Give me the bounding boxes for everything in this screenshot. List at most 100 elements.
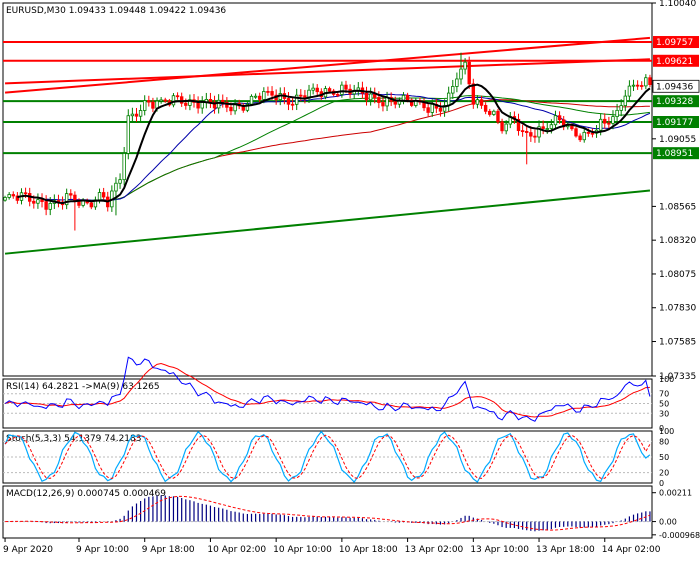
- candle-body: [488, 110, 492, 115]
- candle-body: [598, 118, 603, 131]
- x-tick-label: 13 Apr 10:00: [470, 545, 529, 555]
- x-tick-label: 10 Apr 18:00: [339, 545, 398, 555]
- candle-body: [311, 87, 315, 91]
- macd-tick-label: -0.000968: [659, 531, 700, 540]
- macd-plot-area: [2, 485, 653, 539]
- candle-body: [533, 135, 537, 138]
- trend-line: [4, 36, 651, 94]
- candle-body: [69, 193, 73, 196]
- level-label-box: [653, 36, 699, 49]
- candle-body: [615, 109, 619, 117]
- trend-line: [4, 189, 651, 255]
- candle-body: [143, 100, 147, 111]
- candle-body: [520, 130, 525, 133]
- candle-body: [64, 193, 69, 206]
- level-label-box: [653, 116, 699, 129]
- y-tick-label-main: 1.07585: [659, 338, 696, 348]
- candle-body: [138, 110, 143, 117]
- candle-body: [126, 115, 130, 154]
- candle-body: [40, 199, 44, 203]
- candle-body: [188, 99, 192, 106]
- candle-body: [619, 105, 623, 111]
- candle-body: [516, 118, 521, 132]
- candle-body: [467, 61, 471, 85]
- candle-body: [44, 201, 48, 210]
- candle-body: [635, 84, 640, 87]
- candle-body: [590, 132, 595, 135]
- level-label: 1.09328: [656, 97, 693, 107]
- candle-body: [607, 122, 611, 125]
- candle-body: [393, 100, 397, 105]
- candle-body: [397, 100, 402, 105]
- rsi-panel: RSI(14) 64.2821 ->MA(9) 63.1265 100 705030…: [2, 356, 674, 433]
- candle-body: [623, 95, 628, 106]
- y-tick-label-main: 1.07335: [659, 372, 696, 382]
- level-label-box: [653, 95, 699, 108]
- rsi-tick-label: 100: [659, 375, 674, 384]
- candle-body: [266, 91, 270, 93]
- rsi-tick-label: 0: [659, 424, 664, 433]
- candle-body: [118, 179, 122, 184]
- candle-body: [200, 102, 204, 109]
- candle-body: [438, 107, 443, 112]
- candle-body: [97, 192, 102, 201]
- candle-body: [545, 128, 549, 130]
- candle-body: [644, 77, 648, 87]
- x-tick-label: 14 Apr 02:00: [602, 545, 661, 555]
- candle-body: [405, 94, 410, 101]
- candle-body: [631, 84, 636, 87]
- main-panel: 1.10040 1.09055 1.08565 1.08320 1.08075 1.078…: [2, 0, 700, 382]
- candle-body: [496, 110, 500, 123]
- candle-body: [446, 92, 451, 106]
- stoch-tick-label: 50: [659, 453, 669, 462]
- rsi-tick-label: 30: [659, 409, 669, 418]
- candle-body: [315, 87, 319, 93]
- y-tick-label-main: 1.09055: [659, 135, 696, 145]
- ma-slow-line: [87, 95, 650, 201]
- candle-body: [270, 91, 274, 96]
- candle-body: [122, 153, 126, 181]
- candle-body: [483, 104, 488, 112]
- macd-panel: MACD(12,26,9) 0.000745 0.000469 0.00211 0.…: [2, 485, 700, 540]
- macd-tick-label: 0.00: [659, 518, 677, 527]
- candle-body: [648, 77, 652, 85]
- candle-body: [184, 102, 188, 106]
- candle-body: [7, 194, 11, 198]
- level-label: 1.09757: [656, 38, 693, 48]
- candle-body: [216, 99, 221, 109]
- candle-body: [249, 95, 254, 105]
- stoch-main-line: [4, 430, 651, 483]
- candle-body: [89, 202, 94, 208]
- level-label-box: [653, 147, 699, 160]
- candle-body: [426, 107, 430, 113]
- x-tick-label: 9 Apr 18:00: [142, 545, 195, 555]
- candle-body: [557, 115, 562, 121]
- candle-body: [578, 135, 582, 141]
- stoch-title: Stoch(5,3,3) 54.1379 74.2183: [6, 434, 141, 444]
- level-label: 1.08951: [656, 149, 693, 159]
- y-tick-label-main: 1.08320: [659, 236, 696, 246]
- candle-body: [566, 125, 570, 128]
- candle-body: [492, 110, 496, 115]
- level-label: 1.09177: [656, 118, 693, 128]
- current-price-box: [652, 79, 700, 93]
- candle-body: [134, 113, 139, 117]
- candle-body: [163, 99, 167, 102]
- candle-body: [459, 68, 463, 80]
- candle-body: [212, 101, 217, 109]
- macd-signal-line: [5, 495, 651, 531]
- time-axis: 9 Apr 2020 9 Apr 10:00 9 Apr 18:00 10 Apr 0…: [3, 538, 661, 555]
- candle-body: [48, 203, 52, 210]
- candle-body: [553, 115, 558, 126]
- x-tick-label: 10 Apr 02:00: [207, 545, 266, 555]
- candle-body: [245, 103, 250, 111]
- x-tick-label: 13 Apr 18:00: [536, 545, 595, 555]
- candle-body: [364, 92, 369, 101]
- stoch-signal-line: [4, 434, 651, 480]
- candle-body: [410, 99, 414, 106]
- candle-body: [11, 194, 15, 197]
- candle-body: [299, 94, 303, 97]
- macd-tick-label: 0.00211: [659, 489, 692, 498]
- candle-body: [253, 95, 258, 98]
